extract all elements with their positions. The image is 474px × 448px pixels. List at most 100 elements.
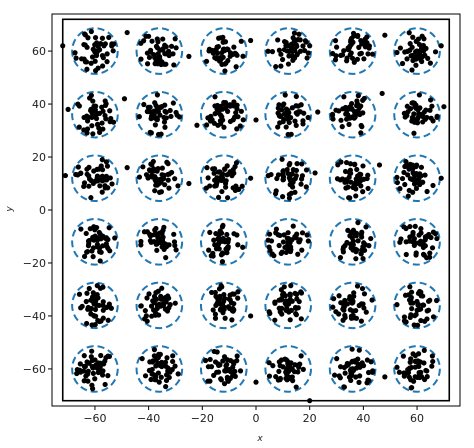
data-point: [368, 235, 374, 242]
data-point: [399, 60, 406, 67]
data-point: [100, 315, 106, 321]
data-point: [219, 250, 226, 256]
data-point: [360, 163, 366, 169]
data-point: [106, 225, 112, 231]
data-point: [240, 53, 246, 59]
data-point: [105, 245, 111, 251]
data-point: [365, 369, 372, 376]
data-point: [97, 249, 103, 255]
data-point: [227, 375, 233, 382]
data-point: [229, 317, 235, 323]
data-point: [155, 166, 161, 172]
cluster-circle: [328, 281, 377, 330]
data-point: [89, 382, 95, 388]
data-point: [235, 242, 241, 248]
data-point: [98, 352, 104, 359]
data-point: [351, 108, 357, 114]
data-point: [81, 353, 87, 359]
data-point: [417, 374, 423, 381]
data-point: [160, 227, 166, 233]
cluster-circle: [328, 154, 377, 203]
cluster-circle: [135, 27, 184, 75]
y-tick-label: 60: [32, 45, 46, 58]
data-point: [75, 164, 81, 170]
data-point: [112, 235, 118, 241]
data-point: [238, 38, 244, 44]
data-point: [100, 126, 106, 132]
data-point: [351, 290, 357, 296]
data-point: [215, 296, 221, 302]
data-point: [154, 45, 161, 51]
data-point: [85, 238, 92, 244]
data-point: [266, 373, 273, 379]
y-tick-label: −40: [23, 310, 46, 323]
data-point: [360, 189, 366, 195]
data-point: [186, 180, 192, 187]
data-point: [347, 52, 353, 58]
data-point: [225, 246, 231, 252]
data-point: [171, 231, 177, 237]
data-point: [349, 359, 355, 365]
data-point: [277, 113, 283, 119]
data-point: [158, 104, 164, 110]
data-point: [413, 170, 420, 177]
data-point: [346, 174, 352, 180]
data-point: [283, 307, 289, 313]
data-point: [290, 378, 296, 384]
data-point: [234, 232, 240, 238]
data-point: [353, 365, 360, 371]
data-point: [418, 289, 424, 295]
data-point: [78, 305, 84, 311]
data-point: [276, 47, 282, 53]
data-point: [416, 179, 422, 185]
data-point: [405, 172, 411, 178]
data-point: [295, 305, 301, 311]
data-point: [279, 194, 286, 200]
data-point: [147, 129, 153, 135]
data-point: [217, 228, 223, 234]
cluster-circle: [199, 90, 248, 139]
data-point: [402, 114, 408, 120]
data-point: [84, 130, 90, 136]
data-point: [212, 315, 219, 321]
data-point: [403, 319, 409, 325]
data-point: [84, 166, 90, 172]
data-point: [217, 175, 223, 181]
data-point: [397, 45, 403, 51]
data-point: [231, 291, 237, 297]
data-point: [143, 33, 149, 39]
data-point: [102, 112, 108, 119]
data-point: [427, 254, 433, 260]
data-point: [283, 249, 289, 256]
data-point: [153, 290, 159, 296]
cluster-circle: [393, 27, 441, 75]
data-point: [276, 242, 282, 249]
data-point: [292, 118, 298, 124]
data-point: [286, 162, 292, 168]
data-point: [427, 60, 433, 66]
data-point: [216, 362, 222, 368]
data-point: [164, 355, 170, 361]
data-point: [289, 171, 295, 177]
data-point: [223, 184, 229, 190]
data-point: [405, 193, 411, 199]
cluster-circle: [199, 217, 248, 266]
data-point: [108, 305, 114, 311]
data-point: [105, 373, 111, 379]
data-point: [355, 220, 361, 226]
data-point: [172, 36, 178, 42]
data-point: [397, 239, 403, 245]
data-point: [223, 105, 229, 111]
data-point: [272, 317, 278, 323]
data-point: [211, 237, 217, 243]
data-point: [356, 44, 362, 50]
data-point: [302, 38, 308, 44]
data-point: [95, 65, 101, 71]
data-point: [204, 165, 210, 171]
data-point: [346, 121, 352, 127]
data-point: [230, 185, 236, 191]
cluster-circle: [199, 281, 248, 330]
data-point: [406, 292, 412, 298]
data-point: [148, 116, 154, 122]
